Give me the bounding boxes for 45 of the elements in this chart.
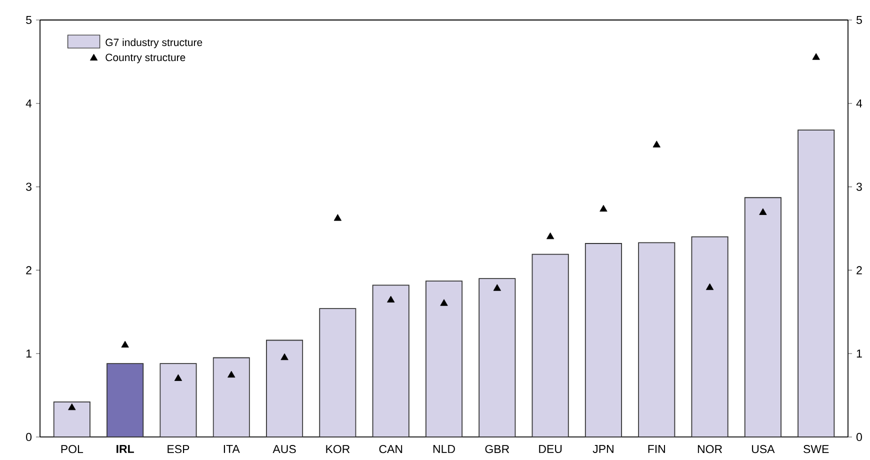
x-tick-label: AUS [272,445,296,454]
point [706,283,714,290]
y2-tick-label: 2 [856,266,862,274]
x-tick-label: POL [61,445,84,454]
x-tick-label: IRL [116,445,134,453]
bar [266,340,304,437]
x-tick-label: JPN [592,445,614,454]
y-tick-label: 5 [26,16,32,24]
point [121,340,129,348]
point [68,403,76,410]
x-tick-label: CAN [379,445,402,454]
x-tick-label: NOR [698,445,722,454]
y2-tick-label: 1 [856,350,862,358]
x-tick-label: NLD [433,445,455,453]
y-tick-label: 1 [26,350,32,358]
x-tick-label: KOR [326,445,350,454]
point [440,299,448,306]
y-tick-label: 3 [26,182,32,191]
legend-label: G7 industry structure [106,38,202,48]
point [174,374,182,381]
point [546,232,554,240]
y-tick-label: 4 [26,99,32,108]
legend-label: Country structure [106,54,186,64]
point [759,208,767,215]
point [652,140,660,148]
point [493,284,501,291]
x-tick-label: USA [752,445,775,454]
x-tick-label: DEU [539,445,562,454]
point [387,296,395,303]
y2-tick-label: 5 [856,16,862,24]
x-tick-label: ITA [224,445,240,453]
y2-tick-label: 3 [856,182,862,191]
y-tick-label: 2 [26,266,32,274]
point [228,370,236,378]
y2-tick-label: 4 [856,99,862,108]
x-tick-label: SWE [804,445,829,454]
y-tick-label: 0 [26,432,32,442]
point [334,214,342,221]
y2-tick-label: 0 [856,432,862,442]
point [280,353,288,360]
x-tick-label: ESP [168,445,190,454]
point [812,53,820,60]
point [600,204,608,212]
x-tick-label: FIN [648,445,665,453]
x-tick-label: GBR [485,445,510,454]
